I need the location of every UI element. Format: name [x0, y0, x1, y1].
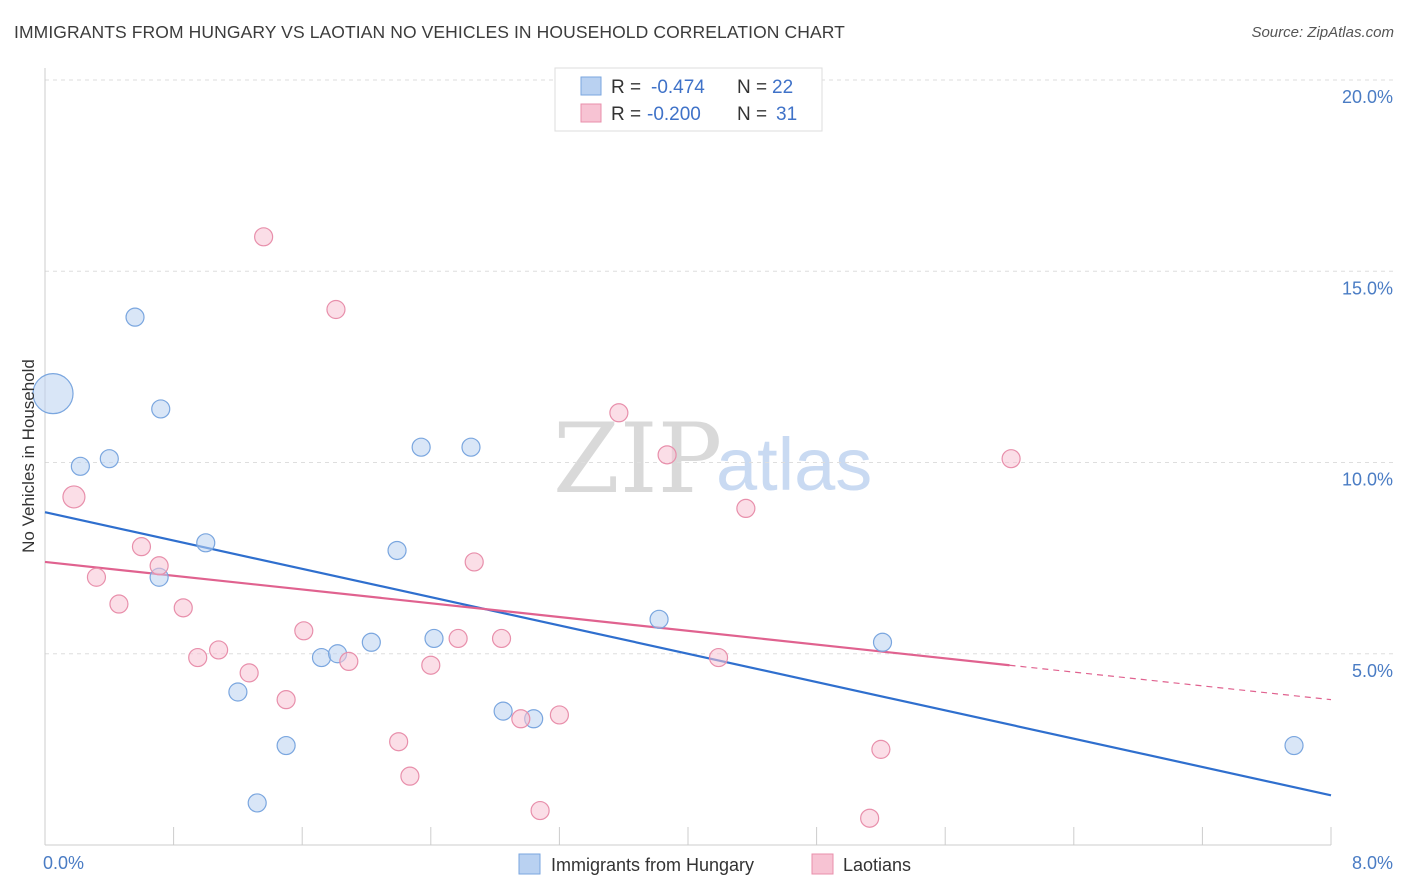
x-tick-label: 0.0%	[43, 853, 84, 873]
point-laotian	[276, 690, 296, 710]
point-laotian	[326, 299, 346, 320]
point-laotian	[86, 567, 107, 587]
point-laotian	[294, 621, 314, 641]
legend-n-value-hungary: 22	[772, 77, 793, 98]
point-laotian	[188, 647, 208, 668]
series-legend-swatch-laotian	[811, 853, 834, 875]
legend-r-label-hungary: R =	[611, 77, 641, 98]
point-laotian	[871, 739, 891, 759]
point-hungary	[311, 647, 332, 668]
point-laotian	[400, 766, 420, 786]
watermark-atlas: atlas	[716, 423, 872, 506]
point-hungary	[649, 609, 669, 629]
series-legend-swatch-hungary	[518, 853, 541, 875]
point-hungary	[196, 533, 216, 553]
point-laotian	[464, 552, 484, 572]
data-points	[32, 227, 1304, 828]
chart-title: IMMIGRANTS FROM HUNGARY VS LAOTIAN NO VE…	[14, 22, 845, 42]
y-tick-label: 5.0%	[1352, 661, 1393, 681]
point-laotian	[549, 705, 570, 725]
legend-r-value-laotian: -0.200	[647, 104, 701, 125]
point-laotian	[609, 403, 629, 423]
y-tick-label: 10.0%	[1342, 470, 1393, 490]
point-laotian	[860, 808, 880, 828]
point-laotian	[131, 537, 152, 557]
legend-r-value-hungary: -0.474	[651, 77, 705, 98]
point-hungary	[872, 632, 893, 652]
trend-line-laotian-extension	[1009, 664, 1332, 701]
point-laotian	[491, 628, 512, 649]
trend-lines	[44, 511, 1332, 797]
point-hungary	[461, 437, 481, 457]
axes: 5.0% 10.0% 15.0% 20.0% 0.0% 8.0%	[43, 68, 1393, 873]
point-hungary	[247, 793, 267, 813]
point-laotian	[209, 640, 229, 660]
point-hungary	[387, 540, 407, 561]
point-laotian	[173, 598, 193, 618]
point-laotian	[530, 800, 550, 821]
point-laotian	[1001, 449, 1021, 469]
point-laotian	[339, 651, 359, 672]
grid-lines	[45, 79, 1395, 655]
point-laotian	[149, 556, 169, 576]
point-hungary	[151, 399, 171, 419]
legend-swatch-hungary	[580, 76, 602, 96]
point-laotian	[511, 709, 531, 729]
point-laotian	[448, 628, 468, 649]
point-hungary	[361, 632, 381, 652]
source-note: Source: ZipAtlas.com	[1251, 24, 1394, 41]
point-hungary	[228, 682, 248, 702]
point-laotian	[254, 227, 274, 247]
point-hungary	[276, 735, 296, 756]
point-laotian	[421, 655, 441, 675]
point-hungary	[1284, 735, 1304, 756]
point-hungary	[424, 628, 444, 649]
legend-r-label-laotian: R =	[611, 104, 641, 125]
point-hungary	[99, 449, 119, 469]
point-laotian	[657, 445, 677, 465]
y-axis-label: No Vehicles in Household	[19, 359, 38, 553]
legend-n-value-laotian: 31	[776, 104, 797, 125]
point-hungary	[32, 373, 74, 415]
trend-line-laotian	[44, 560, 1010, 667]
point-laotian	[736, 498, 756, 518]
trend-line-hungary	[44, 511, 1332, 797]
point-laotian	[109, 594, 129, 614]
y-tick-label: 15.0%	[1342, 278, 1393, 298]
series-legend: Immigrants from Hungary Laotians	[518, 853, 911, 875]
stats-legend: R = -0.474 N = 22 R = -0.200 N = 31	[554, 67, 823, 132]
watermark-zip: ZIP	[553, 403, 722, 515]
x-tick-label: 8.0%	[1352, 853, 1393, 873]
legend-swatch-laotian	[580, 103, 602, 123]
point-hungary	[125, 307, 145, 327]
point-laotian	[239, 663, 259, 683]
point-hungary	[70, 456, 90, 476]
series-legend-label-laotian: Laotians	[843, 855, 911, 875]
legend-n-label-hungary: N =	[737, 77, 767, 98]
point-hungary	[411, 437, 431, 457]
point-laotian	[389, 732, 409, 752]
point-laotian	[62, 485, 86, 509]
legend-n-label-laotian: N =	[737, 104, 767, 125]
point-hungary	[493, 701, 513, 721]
point-laotian	[708, 647, 729, 668]
y-tick-label: 20.0%	[1342, 87, 1393, 107]
series-legend-label-hungary: Immigrants from Hungary	[551, 855, 754, 875]
